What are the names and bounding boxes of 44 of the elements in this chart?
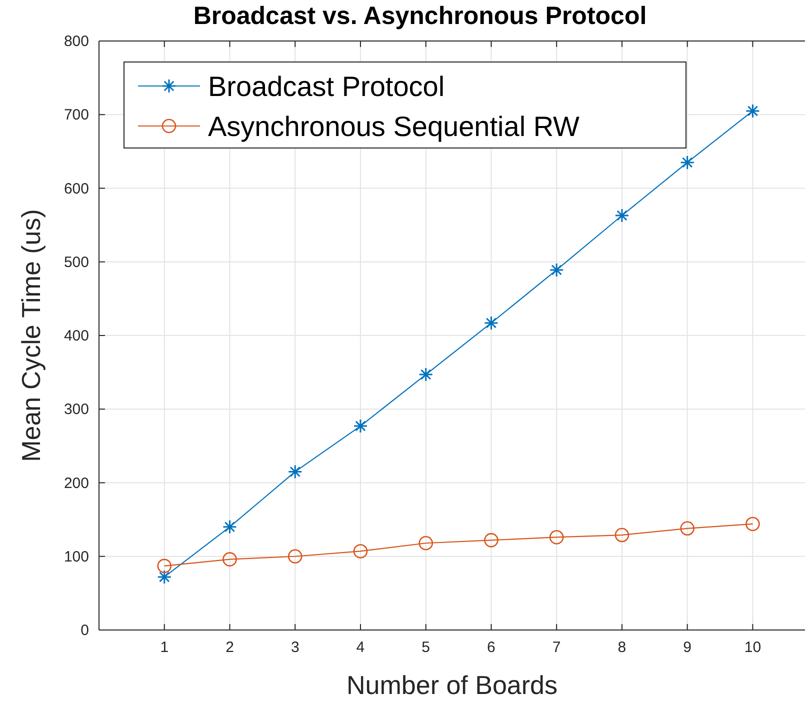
x-tick-label: 2 [226,639,234,656]
y-tick-label: 300 [64,401,89,418]
point [614,528,630,542]
x-tick-label: 3 [290,639,300,656]
x-tick-label: 7 [552,639,561,656]
point [680,521,694,536]
point [484,316,498,330]
y-tick-label: 700 [64,106,89,124]
point [222,520,237,534]
point [353,418,368,434]
point [680,155,695,170]
point [484,533,498,548]
y-tick-label: 200 [64,474,89,492]
x-tick-label: 4 [356,639,365,656]
y-tick-label: 500 [64,254,89,271]
point [549,530,564,544]
point [418,367,434,382]
y-tick-label: 600 [64,180,89,198]
x-tick-label: 8 [618,639,626,656]
x-axis-title: Number of Boards [346,670,558,700]
x-tick-label: 6 [487,639,496,656]
legend-label: Asynchronous Sequential RW [208,111,580,142]
x-tick-label: 9 [683,639,692,656]
y-axis-title: Mean Cycle Time (us) [16,209,46,462]
point [549,262,564,278]
y-tick-label: 0 [80,622,89,639]
y-tick-label: 400 [64,328,89,344]
point [418,536,433,550]
y-tick-label: 800 [64,33,89,50]
x-tick-label: 10 [744,639,762,656]
point [353,544,368,558]
x-tick-label: 1 [160,639,169,656]
x-tick-label: 5 [422,639,430,656]
point [157,570,172,584]
y-tick-label: 100 [64,548,89,566]
chart-title: Broadcast vs. Asynchronous Protocol [193,2,647,30]
point [614,208,630,223]
point [157,558,172,574]
point [288,464,302,479]
point [745,104,760,118]
point [222,552,237,566]
legend-label: Broadcast Protocol [208,71,445,102]
point [288,549,302,564]
point [746,516,760,532]
